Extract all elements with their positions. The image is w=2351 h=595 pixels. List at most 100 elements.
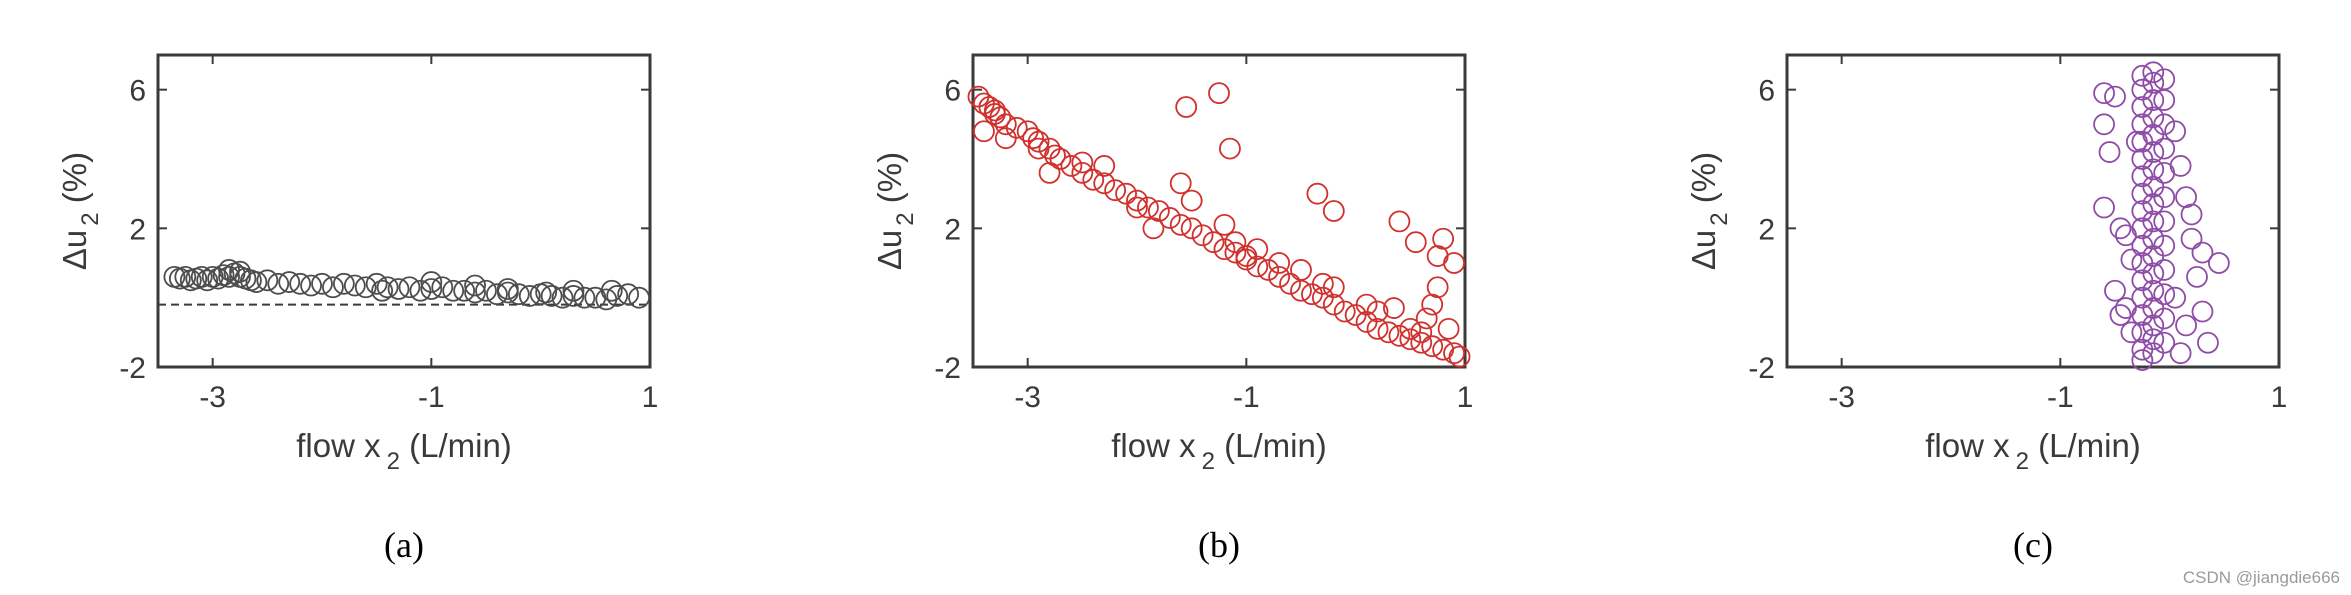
watermark: CSDN @jiangdie666 (2183, 568, 2340, 587)
data-point (174, 265, 197, 288)
panel-label: (b) (1198, 525, 1240, 565)
data-point (1027, 130, 1050, 153)
data-point (2180, 227, 2203, 250)
data-point (2104, 85, 2126, 108)
data-point (289, 272, 312, 295)
data-point (1126, 189, 1148, 212)
panel-label: (a) (384, 525, 424, 565)
data-point (1322, 200, 1345, 222)
data-point (1301, 283, 1323, 306)
data-point (2142, 314, 2165, 337)
data-point (278, 271, 301, 293)
data-point (540, 285, 563, 307)
y-tick-label: 2 (944, 213, 961, 246)
data-point (2207, 252, 2230, 274)
data-point (983, 103, 1006, 125)
axes-box (1785, 53, 2281, 369)
data-point (2120, 321, 2143, 344)
data-point (2115, 224, 2137, 247)
data-point (2164, 120, 2187, 143)
data-point (2109, 304, 2132, 326)
data-point (1322, 276, 1345, 299)
data-point (2115, 297, 2137, 319)
data-point (229, 260, 251, 283)
data-point (617, 283, 640, 306)
x-tick-label: -1 (418, 381, 445, 414)
data-point (1093, 172, 1116, 195)
data-point (256, 269, 279, 292)
data-point (1022, 127, 1045, 150)
data-point (2142, 89, 2165, 111)
data-point (1383, 297, 1405, 319)
data-point (2109, 217, 2132, 240)
data-point (1410, 331, 1433, 354)
data-point (1388, 210, 1411, 233)
data-point (190, 265, 213, 288)
data-point (1410, 321, 1433, 344)
data-point (218, 259, 240, 281)
axes-box (156, 53, 652, 369)
data-point (1191, 224, 1214, 247)
data-point (1311, 272, 1334, 295)
data-point (496, 278, 519, 300)
data-point (1175, 96, 1198, 118)
data-point (2142, 210, 2165, 233)
data-point (2153, 137, 2176, 160)
data-point (1415, 307, 1438, 330)
data-point (387, 278, 410, 300)
data-point (2153, 210, 2176, 233)
data-point (1158, 207, 1181, 229)
data-point (973, 120, 995, 143)
data-point (398, 276, 421, 299)
data-point (1306, 182, 1329, 205)
x-tick-label: -1 (2047, 381, 2074, 414)
data-point (1366, 300, 1389, 323)
data-point (1268, 265, 1291, 288)
data-point (420, 278, 443, 300)
data-point (2120, 248, 2143, 271)
data-point (1399, 317, 1422, 340)
data-point (371, 279, 394, 302)
data-point (2175, 314, 2197, 337)
data-point (464, 281, 486, 304)
data-point (486, 283, 508, 306)
data-point (2153, 68, 2176, 91)
x-tick-label: 1 (2271, 381, 2288, 414)
data-point (2142, 106, 2165, 129)
data-point (442, 279, 465, 302)
data-point (2093, 113, 2115, 136)
data-point (1038, 161, 1061, 184)
y-tick-label: 6 (1758, 75, 1775, 108)
data-point (2142, 158, 2165, 181)
data-point (2153, 283, 2176, 306)
data-point (2153, 234, 2176, 257)
data-point (2180, 203, 2203, 226)
data-point (1093, 155, 1116, 177)
data-point (1443, 342, 1465, 365)
data-point (2153, 259, 2176, 281)
data-point (1235, 245, 1258, 267)
data-point (2142, 227, 2165, 250)
y-tick-label: 2 (1758, 213, 1775, 246)
data-point (2131, 349, 2154, 371)
data-point (1268, 252, 1291, 274)
data-point (431, 276, 454, 299)
y-tick-label: 6 (129, 75, 146, 108)
data-point (628, 286, 650, 309)
data-point (1104, 179, 1127, 202)
data-point (1169, 172, 1192, 195)
data-point (1126, 196, 1148, 219)
data-point (1202, 231, 1225, 254)
data-point (2197, 331, 2219, 354)
data-point (1180, 217, 1203, 240)
data-point (1071, 151, 1094, 174)
data-point (1213, 238, 1236, 261)
data-point (1448, 345, 1471, 368)
data-point (562, 279, 585, 302)
data-point (518, 285, 541, 307)
data-point (551, 286, 574, 309)
x-tick-label: -1 (1233, 381, 1260, 414)
